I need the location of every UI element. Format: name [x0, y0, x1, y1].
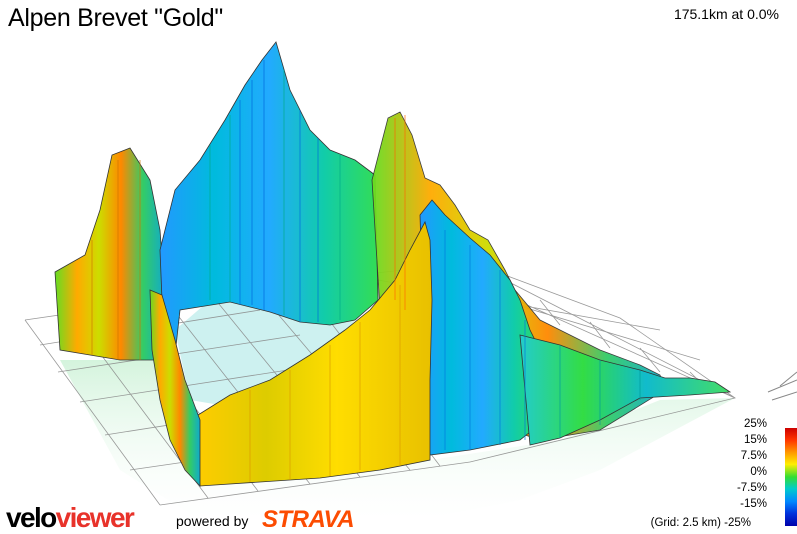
strava-logo[interactable]: STRAVA [262, 506, 355, 533]
legend-color-scale [785, 428, 797, 526]
grid-scale-label: (Grid: 2.5 km) -25% [651, 517, 751, 529]
legend-label: 15% [743, 434, 767, 446]
legend-label: -15% [740, 498, 767, 510]
logo-velo: velo [6, 502, 57, 533]
compass-icon [767, 371, 797, 401]
terrain-wall-middle [419, 199, 546, 456]
veloviewer-logo[interactable]: veloviewer [6, 502, 135, 533]
legend-label: 0% [750, 466, 767, 478]
legend-label-max: 25% [743, 418, 767, 430]
legend-label-min: -25% [724, 517, 751, 529]
legend-label: -7.5% [736, 482, 767, 494]
powered-by-text: powered by [176, 513, 249, 529]
grid-note: (Grid: 2.5 km) [650, 517, 721, 529]
gradient-stripes [91, 60, 641, 482]
position-readout: 175.1km at 0.0% [673, 6, 779, 22]
terrain-wall-tail [519, 334, 732, 446]
page-title: Alpen Brevet "Gold" [8, 4, 223, 32]
terrain-wall-peak-main [159, 41, 379, 401]
legend-label: 7.5% [740, 450, 767, 462]
gradient-legend: 25% 15% 7.5% 0% -7.5% -15% [677, 418, 797, 534]
terrain-wall-left [54, 147, 166, 361]
terrain-wall-front [194, 220, 433, 487]
terrain-wall-left-front [149, 289, 201, 488]
logo-viewer: viewer [55, 502, 135, 533]
